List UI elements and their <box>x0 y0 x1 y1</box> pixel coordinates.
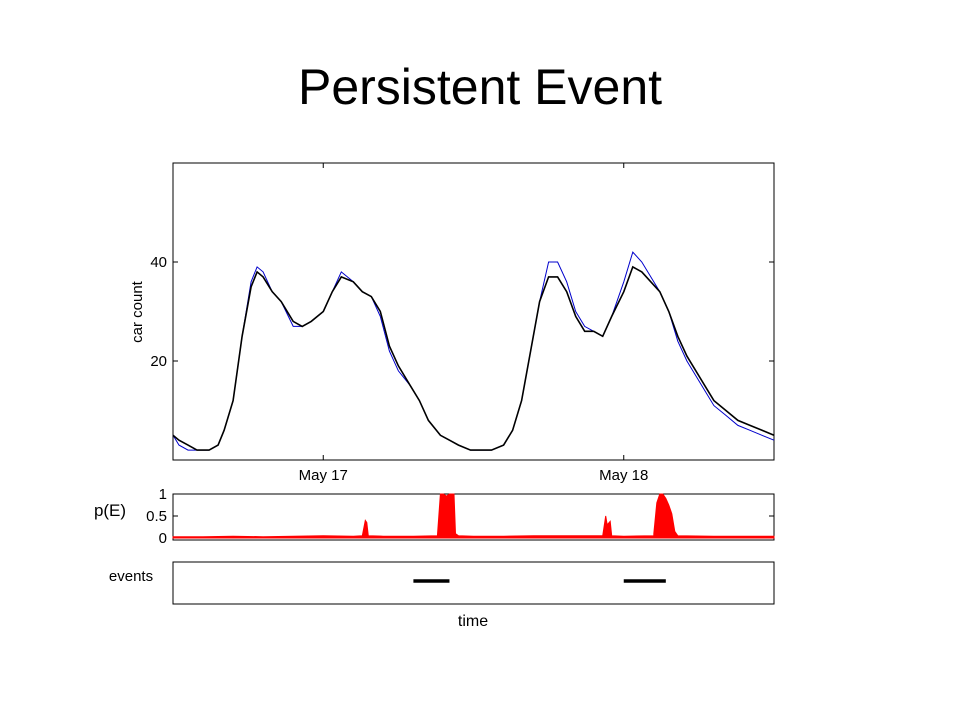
y-tick-label: 20 <box>150 353 167 370</box>
y-tick-label: 0.5 <box>146 508 167 525</box>
smoothed-count-line <box>172 265 775 451</box>
slide-title: Persistent Event <box>297 59 663 115</box>
events-axes-box <box>172 561 775 605</box>
probability-y-ticks: 00.51 <box>146 486 774 547</box>
y-tick-label: 1 <box>159 486 167 503</box>
probability-ylabel: p(E) <box>94 501 126 520</box>
probability-panel: 00.51 p(E) <box>94 486 775 547</box>
probability-area <box>172 493 775 539</box>
time-xlabel: time <box>458 613 488 630</box>
car-count-ylabel: car count <box>129 280 146 343</box>
y-tick-label: 0 <box>159 530 167 547</box>
y-tick-label: 40 <box>150 254 167 271</box>
events-panel: events time <box>109 561 775 630</box>
x-tick-label: May 17 <box>299 467 348 484</box>
x-tick-label: May 18 <box>599 467 648 484</box>
car-count-axes-box <box>172 162 775 461</box>
car-count-x-ticks: May 17 May 18 <box>299 163 648 484</box>
events-ylabel: events <box>109 568 153 585</box>
probability-axes-box <box>172 493 775 541</box>
